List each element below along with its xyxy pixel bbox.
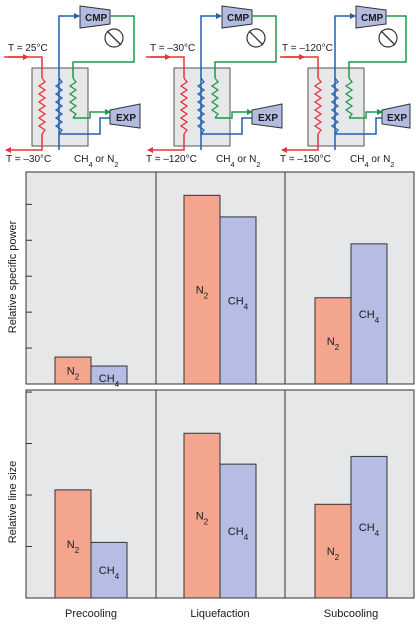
compressor-icon (79, 5, 111, 29)
expander-icon (381, 103, 411, 129)
y-axis-label-line-size: Relative line size (7, 461, 19, 544)
specific-power-chart: N2 N2 N2 CH4 CH4 CH4 (25, 171, 415, 389)
bar-n2-subcooling (314, 503, 352, 599)
compressor-icon (355, 5, 387, 29)
bar-label-ch4: CH4 (228, 526, 249, 542)
schematic-subcooling: CMP EXP T = –120°C T = –150°C CH4 or N2 (280, 5, 411, 169)
bar-ch4-liquefaction (219, 216, 257, 385)
bar-label-n2: N2 (327, 336, 340, 352)
cold-to-cmp (58, 13, 80, 78)
bar-label-n2: N2 (67, 539, 80, 555)
bar-label-n2: N2 (67, 366, 80, 382)
schematic-precooling: CMP EXP T = 25°C T = –30°C CH4 or N2 (4, 5, 141, 169)
bar-n2-subcooling (314, 297, 352, 385)
bar-label-n2: N2 (196, 285, 209, 301)
bar-label-ch4: CH4 (99, 565, 120, 581)
bar-label-ch4: CH4 (359, 309, 380, 325)
refrigerant-label: CH4 or N2 (350, 154, 394, 169)
schematic-liquefaction: CMP EXP T = –30°C T = –120°C CH4 or N2 (146, 5, 283, 169)
bar-ch4-precooling (90, 541, 128, 599)
outlet-temp-label: T = –30°C (6, 154, 51, 165)
compressor-label: CMP (227, 13, 250, 24)
bar-label-ch4: CH4 (228, 295, 249, 311)
expander-icon (251, 103, 283, 129)
bar-ch4-liquefaction (219, 463, 257, 599)
line-size-chart: N2 N2 N2 CH4 CH4 CH4 (25, 389, 415, 599)
hot-stream-out (5, 134, 43, 153)
compressor-label: CMP (85, 13, 108, 24)
hot-stream-coil (37, 77, 47, 135)
refrigerant-coil (68, 77, 78, 119)
x-label-liquefaction: Liquefaction (190, 608, 249, 620)
expander-label: EXP (258, 113, 278, 124)
refrigerant-label: CH4 or N2 (216, 154, 260, 169)
bar-ch4-precooling (90, 365, 128, 385)
y-axis-label-specific-power: Relative specific power (7, 220, 19, 333)
compressor-icon (221, 5, 253, 29)
bar-n2-liquefaction (183, 194, 221, 385)
bar-n2-liquefaction (183, 432, 221, 599)
bar-label-n2: N2 (327, 546, 340, 562)
expander-label: EXP (387, 113, 407, 124)
expander-icon (109, 103, 141, 129)
hx-to-exp (73, 109, 111, 119)
outlet-temp-label: T = –120°C (146, 154, 197, 165)
refrigerant-label: CH4 or N2 (74, 154, 118, 169)
inlet-temp-label: T = –30°C (150, 43, 195, 54)
bar-label-n2: N2 (196, 511, 209, 527)
expander-label: EXP (116, 113, 136, 124)
inlet-temp-label: T = 25°C (8, 43, 48, 54)
cold-stream-coil (54, 77, 64, 135)
x-label-precooling: Precooling (65, 608, 117, 620)
exp-to-cold (59, 117, 112, 135)
outlet-temp-label: T = –150°C (280, 154, 331, 165)
cooler-to-hx (72, 38, 135, 78)
cmp-to-cooler (110, 15, 135, 38)
bar-ch4-subcooling (350, 243, 388, 385)
bar-label-ch4: CH4 (99, 373, 120, 389)
compressor-label: CMP (361, 13, 384, 24)
bar-n2-precooling (54, 356, 92, 385)
bar-label-ch4: CH4 (359, 522, 380, 538)
inlet-temp-label: T = –120°C (282, 43, 333, 54)
bar-ch4-subcooling (350, 455, 388, 599)
x-label-subcooling: Subcooling (324, 608, 378, 620)
